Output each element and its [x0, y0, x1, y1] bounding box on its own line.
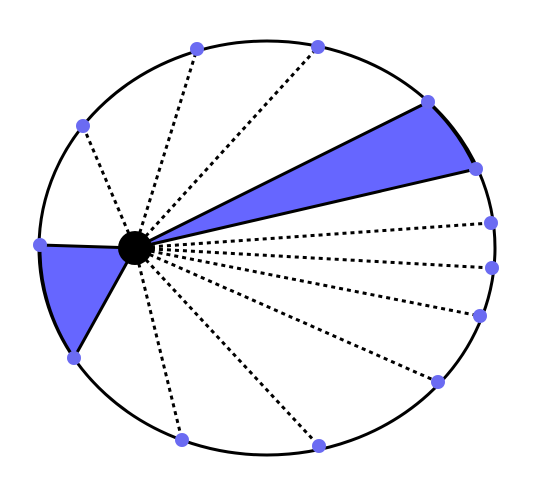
ray	[133, 246, 321, 448]
point	[485, 261, 499, 275]
point	[175, 433, 189, 447]
ray	[133, 45, 320, 250]
point	[473, 309, 487, 323]
ray	[134, 246, 439, 384]
wedge	[133, 100, 478, 250]
point	[190, 42, 204, 56]
point	[431, 375, 445, 389]
ray	[133, 247, 184, 441]
dotted-rays	[81, 45, 493, 448]
point	[469, 162, 483, 176]
ray	[133, 48, 199, 249]
wedge	[38, 243, 137, 360]
ray	[134, 246, 481, 318]
ray	[134, 221, 492, 250]
ray	[81, 125, 137, 249]
point	[76, 119, 90, 133]
point	[67, 351, 81, 365]
center-point	[118, 231, 152, 265]
point	[33, 238, 47, 252]
ray	[134, 246, 493, 270]
points	[33, 40, 499, 453]
point	[312, 439, 326, 453]
point	[311, 40, 325, 54]
point	[421, 95, 435, 109]
point	[484, 216, 498, 230]
